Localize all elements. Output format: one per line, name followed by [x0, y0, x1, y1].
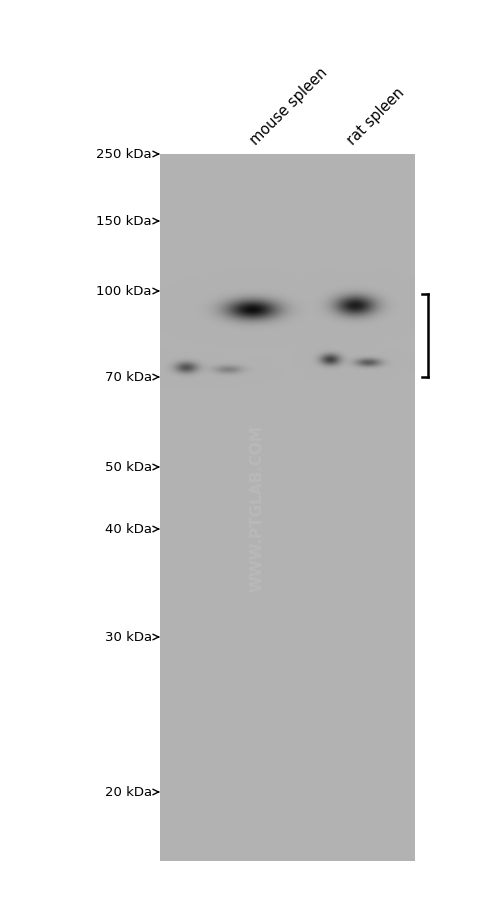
Text: 20 kDa: 20 kDa	[105, 786, 158, 798]
Text: 50 kDa: 50 kDa	[105, 461, 158, 474]
Text: 70 kDa: 70 kDa	[105, 371, 158, 384]
Text: 150 kDa: 150 kDa	[96, 216, 158, 228]
Text: rat spleen: rat spleen	[344, 85, 408, 148]
Text: 40 kDa: 40 kDa	[105, 523, 158, 536]
Text: 250 kDa: 250 kDa	[96, 148, 158, 161]
Text: 30 kDa: 30 kDa	[105, 630, 158, 644]
Text: 100 kDa: 100 kDa	[96, 285, 158, 299]
Text: WWW.PTGLAB.COM: WWW.PTGLAB.COM	[250, 425, 265, 592]
Text: mouse spleen: mouse spleen	[247, 65, 330, 148]
